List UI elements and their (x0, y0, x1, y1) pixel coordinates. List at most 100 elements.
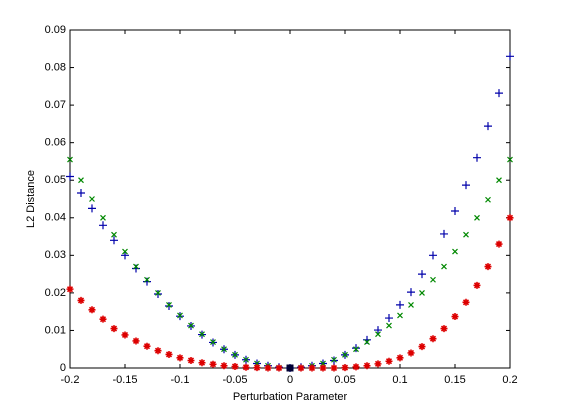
point (199, 331, 205, 338)
point (209, 360, 217, 368)
point (210, 339, 216, 346)
point (473, 153, 481, 162)
point (231, 362, 239, 370)
point (100, 214, 106, 221)
x-tick-label: -0.1 (171, 374, 190, 386)
point (243, 356, 249, 363)
point (374, 326, 382, 335)
point (264, 364, 272, 372)
y-tick-label: 0.05 (45, 174, 66, 186)
point (165, 350, 173, 358)
point (187, 356, 195, 364)
point (495, 89, 503, 98)
point (111, 231, 117, 238)
point (154, 347, 162, 355)
point (330, 364, 338, 372)
point (286, 364, 294, 372)
point (308, 364, 316, 372)
point (440, 229, 448, 238)
point (155, 289, 161, 296)
point (363, 362, 371, 370)
point (462, 298, 470, 306)
point (319, 364, 327, 372)
plot-area (69, 29, 511, 369)
point (132, 337, 140, 345)
point (88, 306, 96, 314)
point (429, 335, 437, 343)
point (430, 276, 436, 283)
point (242, 363, 250, 371)
point (418, 343, 426, 351)
x-axis-label: Perturbation Parameter (233, 391, 348, 403)
point (122, 248, 128, 255)
point (297, 364, 305, 372)
point (253, 364, 261, 372)
point (67, 156, 73, 163)
point (110, 236, 118, 245)
point (396, 354, 404, 362)
point (99, 221, 107, 230)
x-tick-label: -0.05 (222, 374, 247, 386)
point (473, 281, 481, 289)
y-tick-label: 0 (60, 362, 66, 374)
point (451, 313, 459, 321)
point (451, 207, 459, 216)
point (418, 270, 426, 279)
point (221, 346, 227, 353)
point (429, 251, 437, 260)
point (88, 204, 96, 213)
point (484, 263, 492, 271)
y-tick-label: 0.09 (45, 24, 66, 36)
y-tick-label: 0.02 (45, 287, 66, 299)
point (133, 263, 139, 270)
point (353, 346, 359, 353)
point (407, 288, 415, 297)
point (407, 349, 415, 357)
point (177, 312, 183, 319)
point (99, 315, 107, 323)
point (352, 344, 360, 353)
x-tick-label: 0.15 (444, 374, 465, 386)
point (375, 331, 381, 338)
point (176, 354, 184, 362)
point (484, 122, 492, 131)
x-tick-label: -0.15 (112, 374, 137, 386)
x-tick-label: 0.2 (502, 374, 517, 386)
y-tick-label: 0.08 (45, 61, 66, 73)
point (385, 357, 393, 365)
point (143, 342, 151, 350)
y-tick-label: 0.01 (45, 324, 66, 336)
point (121, 251, 129, 260)
point (232, 351, 238, 358)
point (385, 314, 393, 323)
point (462, 181, 470, 190)
point (198, 359, 206, 367)
point (78, 177, 84, 184)
point (188, 322, 194, 329)
point (495, 240, 503, 248)
point (506, 214, 514, 222)
x-tick-label: 0.05 (334, 374, 355, 386)
point (275, 364, 283, 372)
point (396, 300, 404, 309)
point (506, 52, 514, 61)
point (352, 363, 360, 371)
point (408, 301, 414, 308)
point (507, 156, 513, 163)
point (89, 196, 95, 202)
point (374, 360, 382, 368)
x-tick-label: -0.2 (61, 374, 80, 386)
point (77, 188, 85, 197)
point (320, 360, 326, 367)
y-tick-label: 0.07 (45, 99, 66, 111)
point (220, 362, 228, 370)
point (496, 177, 502, 184)
point (166, 301, 172, 308)
point (66, 172, 74, 181)
point (419, 289, 425, 296)
point (452, 248, 458, 255)
point (331, 356, 337, 363)
point (77, 296, 85, 304)
point (110, 325, 118, 333)
